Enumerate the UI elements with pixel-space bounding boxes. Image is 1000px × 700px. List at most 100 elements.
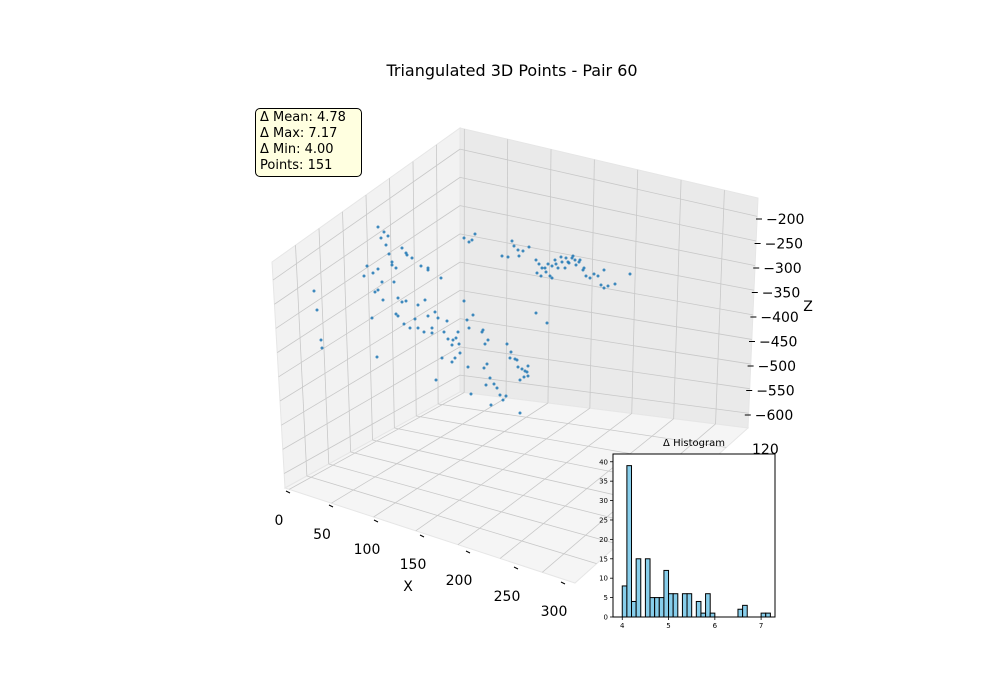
histogram-bar [695, 600, 702, 618]
data-point [602, 268, 606, 272]
data-point [613, 282, 617, 286]
histogram-bar [737, 608, 744, 618]
histogram-bar [705, 593, 711, 618]
grid-line [279, 290, 461, 402]
data-point [556, 266, 560, 270]
data-point [480, 330, 484, 334]
histogram-bar [631, 600, 637, 618]
data-point [423, 298, 427, 302]
histogram-y-tick-label: 20 [599, 536, 608, 544]
histogram-x-axis: 4 5 6 7 [620, 617, 763, 630]
data-point [527, 245, 531, 249]
data-point [520, 367, 524, 371]
x-tick-label: 100 [354, 542, 381, 558]
z-tick-label: −200 [766, 212, 804, 228]
data-point [312, 289, 316, 293]
data-point [526, 364, 530, 368]
stat-max: Δ Max: 7.17 [260, 126, 338, 141]
data-point [498, 393, 502, 397]
data-point [450, 343, 454, 347]
data-point [446, 337, 450, 341]
data-point [416, 303, 420, 307]
data-point [376, 225, 380, 229]
z-tick-label: −550 [756, 384, 794, 400]
data-point [506, 255, 510, 259]
data-point [400, 300, 404, 304]
z-tick-label: −400 [760, 310, 798, 326]
data-point [471, 313, 475, 317]
grid-line [295, 245, 308, 477]
data-point [426, 266, 430, 270]
grid-line [459, 205, 756, 267]
z-tick-label: −250 [765, 237, 803, 253]
histogram-inset: Δ Histogram 4 5 6 7 0 5 10 15 20 25 30 35 40 [599, 438, 776, 630]
x-tick-mark [465, 550, 471, 554]
histogram-bars [621, 465, 771, 618]
data-point [379, 236, 383, 240]
grid-line [412, 161, 417, 417]
grid-line [459, 176, 757, 242]
data-point [484, 383, 488, 387]
data-point [534, 258, 538, 262]
grid-line [274, 177, 461, 305]
data-point [405, 253, 409, 257]
data-point [534, 311, 538, 315]
data-point [599, 283, 603, 287]
x-tick-mark [328, 504, 334, 508]
grid-line [328, 463, 619, 545]
data-point [495, 386, 499, 390]
stat-min: Δ Min: 4.00 [260, 142, 334, 157]
x-tick-mark [419, 534, 425, 538]
data-point [539, 274, 543, 278]
histogram-bar [658, 597, 665, 618]
stats-box: Δ Mean: 4.78 Δ Max: 7.17 Δ Min: 4.00 Poi… [255, 108, 362, 177]
grid-line [436, 144, 439, 405]
grid-line [350, 451, 640, 526]
data-point [516, 248, 520, 252]
data-point [512, 244, 516, 248]
data-point [416, 326, 420, 330]
data-point [566, 260, 570, 264]
data-point [402, 322, 406, 326]
x-tick-label: 0 [275, 513, 284, 529]
histogram-bar [644, 558, 651, 618]
histogram-y-tick-label: 40 [599, 458, 608, 466]
histogram-y-tick-label: 25 [599, 516, 608, 524]
data-points [312, 225, 632, 415]
data-point [544, 270, 548, 274]
histogram-bar [709, 612, 716, 618]
data-point [546, 262, 550, 266]
data-point [436, 316, 440, 320]
x-tick-label: 50 [313, 527, 331, 543]
data-point [376, 267, 380, 271]
histogram-bar [663, 569, 670, 618]
data-point [470, 238, 474, 242]
z-tick-label: −350 [762, 286, 800, 302]
grid-line [631, 169, 639, 414]
data-point [426, 314, 430, 318]
grid-line [306, 475, 597, 565]
grid-line [272, 148, 461, 281]
data-point [485, 362, 489, 366]
data-point [390, 260, 394, 264]
data-point [408, 326, 412, 330]
grid-line [459, 148, 758, 217]
data-point [453, 356, 457, 360]
data-point [540, 266, 544, 270]
data-point [381, 298, 385, 302]
histogram-bar [626, 465, 633, 618]
data-point [419, 264, 423, 268]
histogram-y-axis: 0 5 10 15 20 25 30 35 40 [599, 458, 613, 622]
data-point [501, 398, 505, 402]
data-point [384, 243, 388, 247]
histogram-bar [742, 604, 748, 618]
data-point [454, 336, 458, 340]
data-point [543, 266, 547, 270]
data-point [482, 366, 486, 370]
grid-line [715, 190, 725, 424]
x-axis: 0 50 100 150 200 250 300 [275, 490, 567, 620]
data-point [469, 392, 473, 396]
data-point [396, 314, 400, 318]
data-point [462, 299, 466, 303]
x-tick-label: 250 [494, 589, 521, 605]
